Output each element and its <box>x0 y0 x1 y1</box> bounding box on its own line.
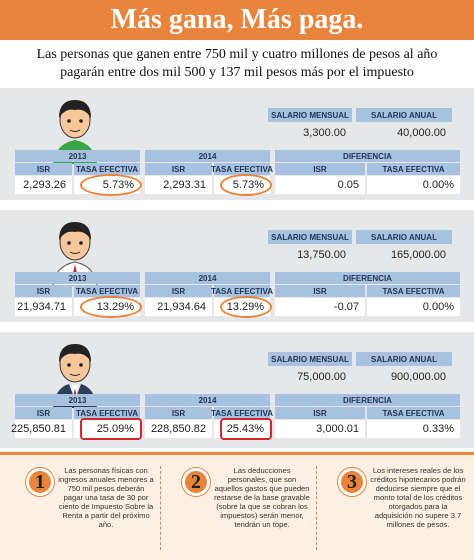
salary-value: 3,300.00 <box>268 124 352 142</box>
column-header: ISR <box>15 285 72 297</box>
value-cell: 2,293.31 <box>145 176 212 194</box>
value-cell: 2,293.26 <box>15 176 72 194</box>
note-number: 3 <box>338 468 366 496</box>
highlight <box>220 174 272 196</box>
notes-band <box>0 452 474 560</box>
title: Más gana, Más paga. <box>110 4 364 35</box>
column-header: ISR <box>145 407 212 419</box>
salary-header: SALARIO ANUAL <box>356 108 452 122</box>
value-cell: 21,934.64 <box>145 298 212 316</box>
year-header: DIFERENCIA <box>275 394 460 406</box>
value-cell: 0.00% <box>367 298 460 316</box>
salary-header: SALARIO MENSUAL <box>268 230 352 244</box>
salary-value: 75,000.00 <box>268 368 352 386</box>
value-cell: 0.33% <box>367 420 460 438</box>
highlight <box>220 296 272 318</box>
person-icon <box>45 94 105 164</box>
column-header: ISR <box>15 163 72 175</box>
year-header: DIFERENCIA <box>275 150 460 162</box>
column-header: TASA EFECTIVA <box>367 163 460 175</box>
note-text: Los intereses reales de los créditos hip… <box>370 466 466 529</box>
note-number: 1 <box>26 468 54 496</box>
salary-header: SALARIO ANUAL <box>356 352 452 366</box>
column-header: TASA EFECTIVA <box>74 407 140 419</box>
column-header: ISR <box>15 407 72 419</box>
title-band <box>0 0 474 40</box>
subtitle-line: Las personas que ganen entre 750 mil y c… <box>36 47 438 62</box>
column-header: TASA EFECTIVA <box>74 163 140 175</box>
year-header: 2014 <box>145 150 270 162</box>
note-text: Las deducciones personales, que son aque… <box>214 466 310 529</box>
column-header: TASA EFECTIVA <box>210 285 274 297</box>
value-cell: 0.00% <box>367 176 460 194</box>
value-cell: 3,000.01 <box>275 420 365 438</box>
divider <box>160 466 161 550</box>
value-cell: 228,850.82 <box>145 420 212 438</box>
note-number: 2 <box>182 468 210 496</box>
year-header: 2013 <box>15 150 140 162</box>
highlight <box>80 296 142 318</box>
note-text: Las personas físicas con ingresos anuale… <box>58 466 154 529</box>
year-header: 2013 <box>15 272 140 284</box>
salary-value: 165,000.00 <box>356 246 452 264</box>
value-cell: 225,850.81 <box>11 420 72 438</box>
highlight <box>80 174 142 196</box>
salary-value: 40,000.00 <box>356 124 452 142</box>
salary-value: 13,750.00 <box>268 246 352 264</box>
value-cell: -0.07 <box>275 298 365 316</box>
highlight <box>220 418 272 440</box>
salary-header: SALARIO MENSUAL <box>268 352 352 366</box>
column-header: TASA EFECTIVA <box>367 407 460 419</box>
value-cell: 25.09% <box>74 420 140 438</box>
year-header: 2014 <box>145 272 270 284</box>
column-header: ISR <box>145 285 212 297</box>
column-header: TASA EFECTIVA <box>210 163 274 175</box>
salary-header: SALARIO MENSUAL <box>268 108 352 122</box>
column-header: ISR <box>275 163 365 175</box>
column-header: TASA EFECTIVA <box>210 407 274 419</box>
value-cell: 25.43% <box>214 420 270 438</box>
column-header: ISR <box>145 163 212 175</box>
value-cell: 0.05 <box>275 176 365 194</box>
salary-header: SALARIO ANUAL <box>356 230 452 244</box>
column-header: TASA EFECTIVA <box>367 285 460 297</box>
column-header: ISR <box>275 285 365 297</box>
column-header: TASA EFECTIVA <box>74 285 140 297</box>
year-header: 2013 <box>15 394 140 406</box>
salary-value: 900,000.00 <box>356 368 452 386</box>
year-header: DIFERENCIA <box>275 272 460 284</box>
year-header: 2014 <box>145 394 270 406</box>
subtitle-line: pagarán entre dos mil 500 y 137 mil peso… <box>60 65 414 80</box>
value-cell: 21,934.71 <box>15 298 72 316</box>
divider <box>316 466 317 550</box>
highlight <box>80 418 142 440</box>
column-header: ISR <box>275 407 365 419</box>
